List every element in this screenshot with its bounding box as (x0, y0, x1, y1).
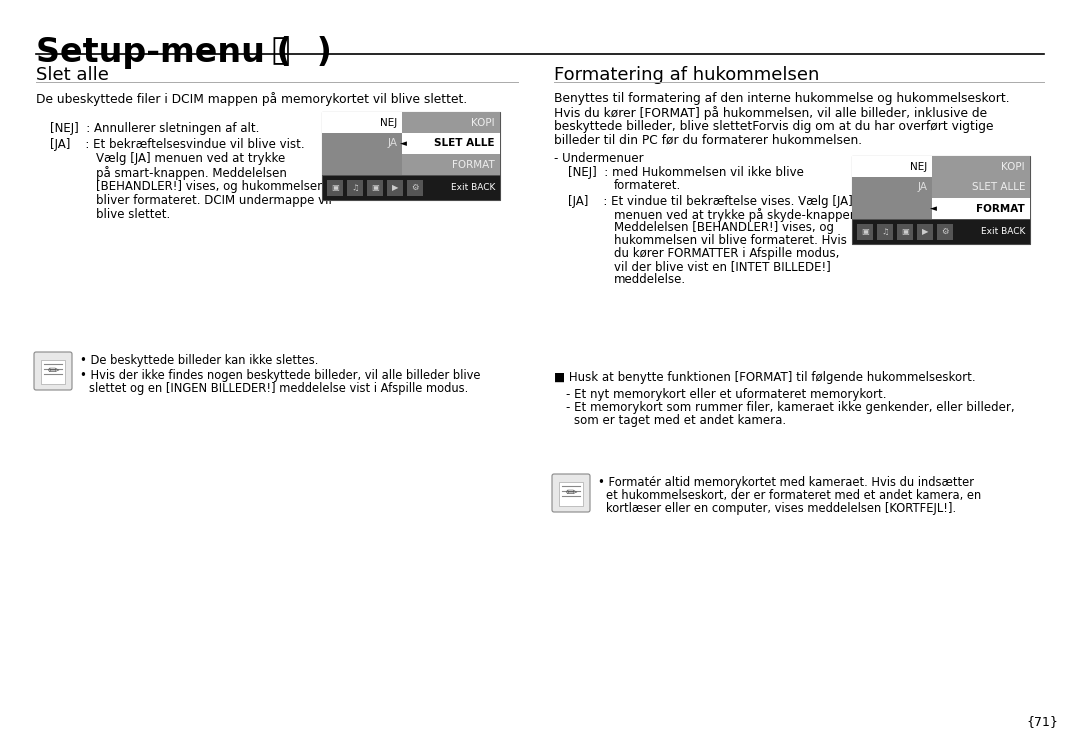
Text: Exit BACK: Exit BACK (981, 227, 1025, 236)
Text: hukommelsen vil blive formateret. Hvis: hukommelsen vil blive formateret. Hvis (615, 234, 847, 247)
Text: • De beskyttede billeder kan ikke slettes.: • De beskyttede billeder kan ikke slette… (80, 354, 319, 367)
Text: Exit BACK: Exit BACK (450, 183, 495, 192)
Text: ▣: ▣ (861, 227, 869, 236)
Text: SLET ALLE: SLET ALLE (972, 183, 1025, 192)
Text: ▣: ▣ (372, 183, 379, 192)
Text: ▶: ▶ (921, 227, 928, 236)
Text: JA: JA (387, 139, 397, 148)
Text: ⚙: ⚙ (411, 183, 419, 192)
Text: JA: JA (917, 183, 927, 192)
FancyBboxPatch shape (552, 474, 590, 512)
Bar (367, 180, 383, 196)
Text: • Formatér altid memorykortet med kameraet. Hvis du indsætter: • Formatér altid memorykortet med kamera… (598, 476, 974, 489)
Text: formateret.: formateret. (615, 179, 681, 192)
Bar (932, 198, 1030, 219)
Text: vil der blive vist en [INTET BILLEDE!]: vil der blive vist en [INTET BILLEDE!] (615, 260, 831, 273)
Bar (932, 177, 1030, 198)
Bar (322, 112, 500, 200)
Text: FORMAT: FORMAT (976, 204, 1025, 213)
Bar (877, 224, 893, 240)
Text: ♫: ♫ (351, 183, 359, 192)
Text: beskyttede billeder, blive slettetForvis dig om at du har overført vigtige: beskyttede billeder, blive slettetForvis… (554, 120, 994, 133)
Text: bliver formateret. DCIM undermappe vil: bliver formateret. DCIM undermappe vil (96, 194, 332, 207)
Bar (852, 219, 1030, 244)
Text: slettet og en [INGEN BILLEDER!] meddelelse vist i Afspille modus.: slettet og en [INGEN BILLEDER!] meddelel… (89, 382, 469, 395)
Text: ■ Husk at benytte funktionen [FORMAT] til følgende hukommelseskort.: ■ Husk at benytte funktionen [FORMAT] ti… (554, 371, 975, 384)
Text: menuen ved at trykke på skyde-knappen.: menuen ved at trykke på skyde-knappen. (615, 208, 861, 222)
Text: De ubeskyttede filer i DCIM mappen på memorykortet vil blive slettet.: De ubeskyttede filer i DCIM mappen på me… (36, 92, 468, 106)
Text: [NEJ]  : med Hukommelsen vil ikke blive: [NEJ] : med Hukommelsen vil ikke blive (568, 166, 804, 179)
Text: meddelelse.: meddelelse. (615, 273, 686, 286)
Text: billeder til din PC før du formaterer hukommelsen.: billeder til din PC før du formaterer hu… (554, 134, 862, 147)
Bar (852, 156, 1030, 244)
Text: et hukommelseskort, der er formateret med et andet kamera, en: et hukommelseskort, der er formateret me… (606, 489, 982, 502)
Text: - Et nyt memorykort eller et uformateret memorykort.: - Et nyt memorykort eller et uformateret… (566, 388, 887, 401)
Bar (852, 177, 932, 198)
Text: - Et memorykort som rummer filer, kameraet ikke genkender, eller billeder,: - Et memorykort som rummer filer, kamera… (566, 401, 1014, 414)
Text: ⛔: ⛔ (271, 36, 289, 65)
Text: ◄: ◄ (930, 204, 937, 213)
Text: ▶: ▶ (392, 183, 399, 192)
Text: KOPI: KOPI (471, 118, 495, 128)
Text: ): ) (305, 36, 332, 69)
Bar (322, 175, 500, 200)
Text: NEJ: NEJ (909, 161, 927, 172)
FancyBboxPatch shape (33, 352, 72, 390)
Bar (327, 180, 343, 196)
Text: kortlæser eller en computer, vises meddelelsen [KORTFEJL!].: kortlæser eller en computer, vises medde… (606, 502, 956, 515)
Text: [JA]    : Et vindue til bekræftelse vises. Vælg [JA]-: [JA] : Et vindue til bekræftelse vises. … (568, 195, 858, 208)
Bar (402, 133, 500, 154)
Bar (347, 180, 363, 196)
Text: ♫: ♫ (881, 227, 889, 236)
Text: ◄: ◄ (400, 139, 407, 148)
Bar (322, 133, 402, 154)
Text: - Undermenuer: - Undermenuer (554, 152, 644, 165)
Text: Meddelelsen [BEHANDLER!] vises, og: Meddelelsen [BEHANDLER!] vises, og (615, 221, 834, 234)
Bar (852, 156, 932, 177)
Text: Setup-menu (: Setup-menu ( (36, 36, 303, 69)
Text: ▣: ▣ (332, 183, 339, 192)
Bar (402, 154, 500, 175)
Text: Formatering af hukommelsen: Formatering af hukommelsen (554, 66, 820, 84)
Bar (852, 198, 932, 219)
Text: NEJ: NEJ (380, 118, 397, 128)
Text: Benyttes til formatering af den interne hukommelse og hukommelseskort.: Benyttes til formatering af den interne … (554, 92, 1010, 105)
Bar (387, 180, 403, 196)
Bar (402, 112, 500, 133)
Text: [BEHANDLER!] vises, og hukommelsen: [BEHANDLER!] vises, og hukommelsen (96, 180, 325, 193)
Bar (932, 156, 1030, 177)
Text: FORMAT: FORMAT (453, 160, 495, 169)
Text: ✏: ✏ (565, 486, 577, 500)
Text: på smart-knappen. Meddelelsen: på smart-knappen. Meddelelsen (96, 166, 287, 180)
Bar (937, 224, 953, 240)
Text: [JA]    : Et bekræftelsesvindue vil blive vist.: [JA] : Et bekræftelsesvindue vil blive v… (50, 138, 305, 151)
Text: • Hvis der ikke findes nogen beskyttede billeder, vil alle billeder blive: • Hvis der ikke findes nogen beskyttede … (80, 369, 481, 382)
Bar (322, 154, 402, 175)
Bar (41, 360, 65, 384)
Text: {71}: {71} (1026, 715, 1058, 728)
Text: ✏: ✏ (48, 364, 58, 378)
Bar (322, 112, 402, 133)
Text: ▣: ▣ (901, 227, 909, 236)
Text: KOPI: KOPI (1001, 161, 1025, 172)
Text: Vælg [JA] menuen ved at trykke: Vælg [JA] menuen ved at trykke (96, 152, 285, 165)
Text: Hvis du kører [FORMAT] på hukommelsen, vil alle billeder, inklusive de: Hvis du kører [FORMAT] på hukommelsen, v… (554, 106, 987, 120)
Bar (559, 482, 583, 506)
Bar (897, 224, 913, 240)
Text: SLET ALLE: SLET ALLE (434, 139, 495, 148)
Text: du kører FORMATTER i Afspille modus,: du kører FORMATTER i Afspille modus, (615, 247, 839, 260)
Text: Slet alle: Slet alle (36, 66, 109, 84)
Bar (407, 180, 423, 196)
Text: blive slettet.: blive slettet. (96, 208, 171, 221)
Text: ⚙: ⚙ (942, 227, 948, 236)
Bar (858, 224, 873, 240)
Text: som er taget med et andet kamera.: som er taget med et andet kamera. (573, 414, 786, 427)
Bar (917, 224, 933, 240)
Text: [NEJ]  : Annullerer sletningen af alt.: [NEJ] : Annullerer sletningen af alt. (50, 122, 259, 135)
